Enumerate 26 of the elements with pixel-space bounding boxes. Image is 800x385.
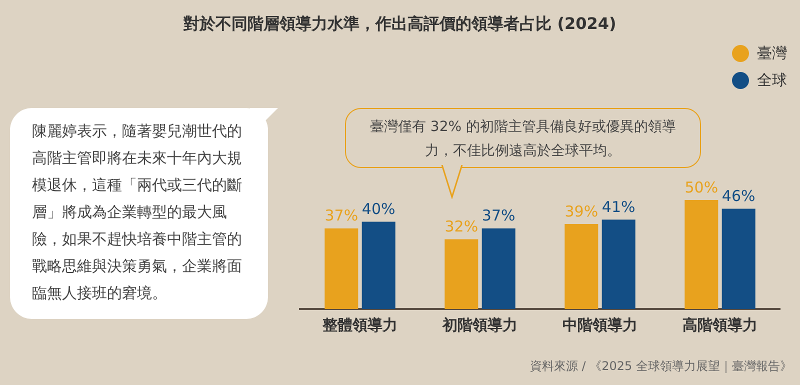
data-label: 46% bbox=[722, 187, 756, 206]
x-tick-label: 初階領導力 bbox=[442, 316, 518, 334]
bar bbox=[444, 239, 478, 309]
chart-title: 對於不同階層領導力水準，作出高評價的領導者占比 (2024) bbox=[182, 14, 618, 35]
bar bbox=[362, 222, 396, 309]
bar bbox=[564, 224, 598, 309]
data-label: 32% bbox=[444, 218, 478, 236]
bar bbox=[684, 200, 718, 309]
source-note: 資料來源 / 《2025 全球領導力展望｜臺灣報告》 bbox=[530, 358, 792, 375]
bar bbox=[324, 228, 358, 309]
data-label: 40% bbox=[362, 200, 396, 218]
legend-label: 全球 bbox=[757, 71, 787, 90]
data-label: 37% bbox=[324, 206, 358, 225]
data-label: 37% bbox=[482, 206, 516, 225]
data-label: 41% bbox=[602, 198, 636, 216]
data-label: 50% bbox=[684, 178, 718, 196]
text: 陳麗婷表示，隨著嬰兒潮世代的高階主管即將在未來十年內大規模退休，這種「兩代或三代的斷層」將成為企業轉型的最大風險，如果不趕快培養中階主管的戰略思維與決策勇氣，企業將面臨無人接班的窘境。 bbox=[10, 108, 268, 319]
bar bbox=[722, 208, 756, 309]
x-tick-label: 整體領導力 bbox=[322, 316, 398, 334]
bar bbox=[602, 220, 636, 309]
data-label: 39% bbox=[564, 202, 598, 220]
text: 臺灣僅有 32% 的初階主管具備良好或優異的領導力，不佳比例遠高於全球平均。 bbox=[345, 108, 701, 168]
x-tick-label: 中階領導力 bbox=[562, 316, 638, 334]
bar bbox=[482, 228, 516, 309]
x-tick-label: 高階領導力 bbox=[682, 316, 758, 334]
legend-label: 臺灣 bbox=[757, 44, 787, 63]
